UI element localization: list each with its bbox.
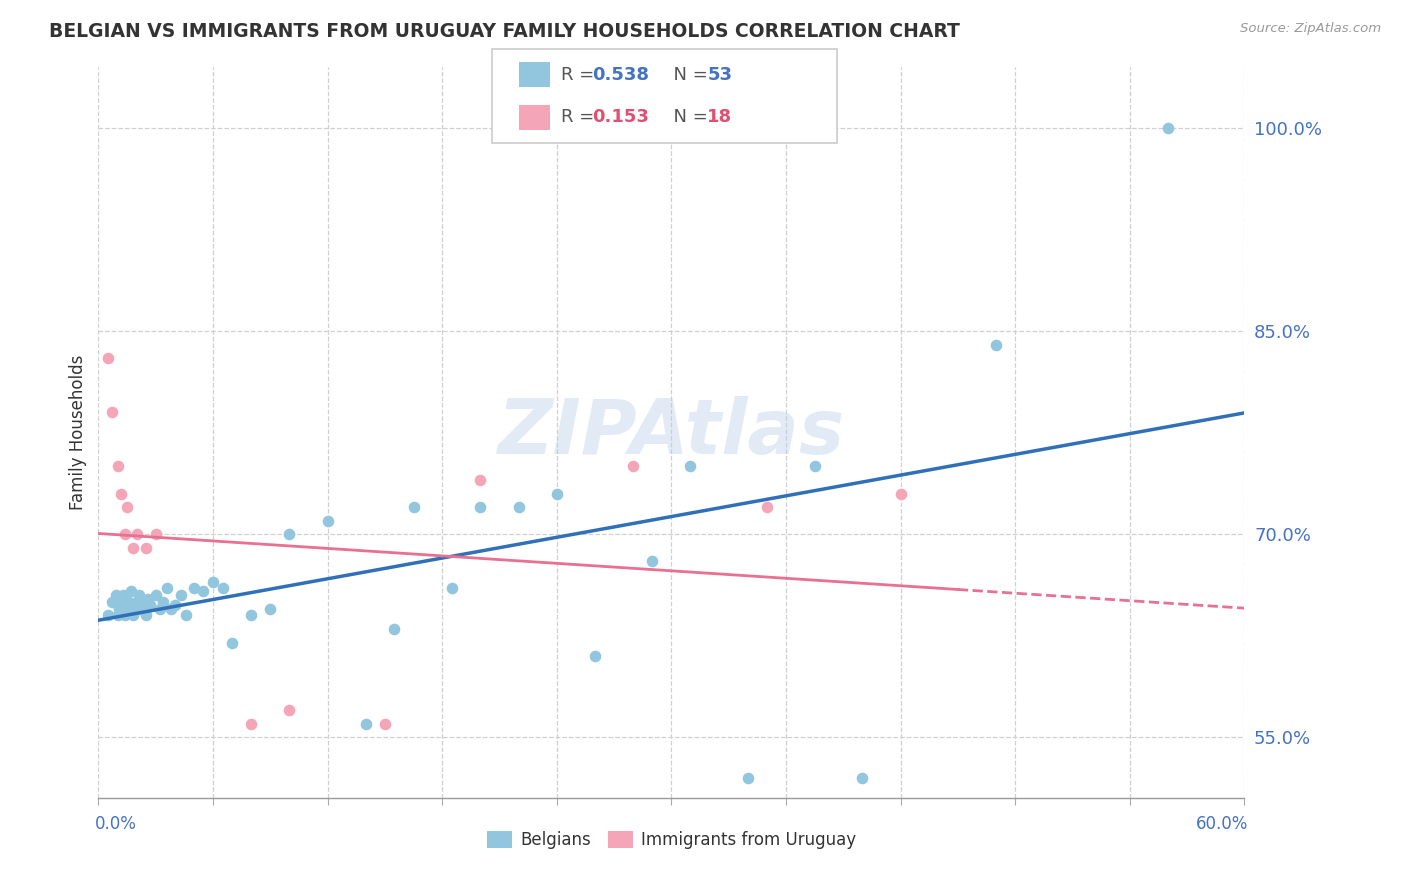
Point xyxy=(145,527,167,541)
Point xyxy=(121,608,143,623)
Point xyxy=(131,595,153,609)
Point xyxy=(97,351,120,365)
Point xyxy=(101,595,124,609)
Point xyxy=(316,514,339,528)
Point xyxy=(118,595,141,609)
Point xyxy=(470,473,492,487)
Point xyxy=(621,459,644,474)
Point xyxy=(240,608,263,623)
Point xyxy=(152,595,174,609)
Point xyxy=(114,527,136,541)
Point xyxy=(169,588,191,602)
Text: 60.0%: 60.0% xyxy=(1195,814,1249,832)
Point xyxy=(148,601,170,615)
Point xyxy=(156,582,179,596)
Point xyxy=(124,598,146,612)
Point xyxy=(1157,120,1180,135)
Point xyxy=(128,588,150,602)
Point xyxy=(108,601,131,615)
Point xyxy=(112,588,135,602)
Point xyxy=(110,486,132,500)
Point xyxy=(583,649,606,664)
Point xyxy=(120,584,142,599)
Point xyxy=(259,601,281,615)
Point xyxy=(679,459,702,474)
Text: 18: 18 xyxy=(707,108,733,126)
Text: N =: N = xyxy=(662,108,714,126)
Point xyxy=(193,584,215,599)
Point xyxy=(110,595,132,609)
Text: N =: N = xyxy=(662,66,714,84)
Point xyxy=(354,716,377,731)
Point xyxy=(125,527,148,541)
Point xyxy=(136,592,159,607)
Point xyxy=(115,601,138,615)
Point xyxy=(202,574,225,589)
Point xyxy=(240,716,263,731)
Point xyxy=(755,500,778,515)
Point xyxy=(114,608,136,623)
Point xyxy=(121,541,143,555)
Point xyxy=(641,554,664,568)
Text: ZIPAtlas: ZIPAtlas xyxy=(498,396,845,469)
Point xyxy=(107,608,129,623)
Point xyxy=(183,582,205,596)
Point xyxy=(107,459,129,474)
Text: R =: R = xyxy=(561,66,600,84)
Point xyxy=(145,588,167,602)
Point xyxy=(508,798,530,813)
Text: 53: 53 xyxy=(707,66,733,84)
Point xyxy=(135,608,157,623)
Point xyxy=(104,588,127,602)
Point xyxy=(97,608,120,623)
Point xyxy=(135,541,157,555)
Point xyxy=(160,601,183,615)
Text: 0.153: 0.153 xyxy=(592,108,648,126)
Point xyxy=(211,582,233,596)
Point xyxy=(402,500,425,515)
Point xyxy=(737,771,759,785)
Point xyxy=(174,608,197,623)
Point xyxy=(115,500,138,515)
Text: 0.538: 0.538 xyxy=(592,66,650,84)
Point xyxy=(139,598,162,612)
Text: BELGIAN VS IMMIGRANTS FROM URUGUAY FAMILY HOUSEHOLDS CORRELATION CHART: BELGIAN VS IMMIGRANTS FROM URUGUAY FAMIL… xyxy=(49,22,960,41)
Text: R =: R = xyxy=(561,108,600,126)
Point xyxy=(889,486,911,500)
Legend: Belgians, Immigrants from Uruguay: Belgians, Immigrants from Uruguay xyxy=(479,824,863,855)
Text: 0.0%: 0.0% xyxy=(94,814,136,832)
Point xyxy=(278,703,301,717)
Point xyxy=(984,337,1007,351)
Point xyxy=(374,716,396,731)
Point xyxy=(163,598,186,612)
Point xyxy=(546,486,568,500)
Point xyxy=(803,459,825,474)
Point xyxy=(101,405,124,419)
Point xyxy=(129,601,152,615)
Point xyxy=(470,500,492,515)
Point xyxy=(103,595,125,609)
Y-axis label: Family Households: Family Households xyxy=(69,355,87,510)
Point xyxy=(440,582,463,596)
Point xyxy=(384,622,406,636)
Point xyxy=(221,635,243,649)
Point xyxy=(278,527,301,541)
Point xyxy=(125,595,148,609)
Point xyxy=(851,771,873,785)
Text: Source: ZipAtlas.com: Source: ZipAtlas.com xyxy=(1240,22,1381,36)
Point xyxy=(508,500,530,515)
